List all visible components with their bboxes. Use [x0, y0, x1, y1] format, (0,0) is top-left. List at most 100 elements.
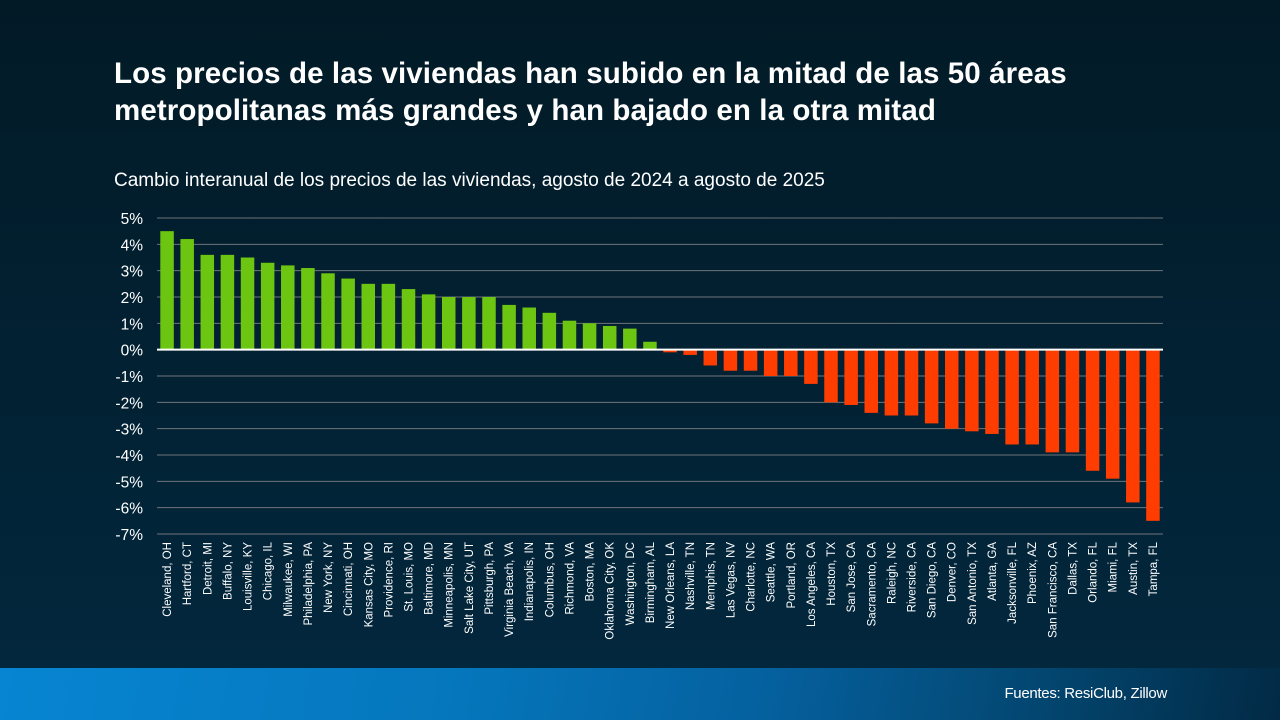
bar-chart: 5% 4% 3% 2% 1% 0% -1% -2% -3% -4% -5% -6% -7% Clevel…: [115, 211, 1163, 638]
bar: [985, 349, 999, 434]
y-tick-label: -3%: [115, 422, 143, 439]
bar: [482, 297, 496, 350]
bar: [643, 341, 657, 350]
x-tick-label: Orlando, FL: [1088, 541, 1100, 602]
bar: [904, 349, 919, 416]
bar: [421, 294, 436, 350]
x-tick-label: Houston, TX: [826, 542, 838, 606]
bar: [180, 239, 194, 350]
x-tick-label: Boston, MA: [585, 542, 597, 602]
bar: [1126, 349, 1140, 503]
x-tick-label: Richmond, VA: [564, 542, 576, 615]
bar: [462, 297, 476, 350]
bar: [965, 349, 979, 432]
y-tick-label: -1%: [115, 369, 143, 386]
bar: [1146, 349, 1160, 521]
x-tick-label: Columbus, OH: [544, 542, 556, 617]
bar: [220, 254, 235, 350]
bar: [824, 349, 838, 403]
bar: [944, 349, 959, 429]
y-tick-label: 4%: [121, 237, 144, 254]
bar: [542, 312, 557, 350]
bar: [401, 289, 416, 350]
y-tick-label: -4%: [115, 448, 143, 465]
x-tick-label: Portland, OR: [786, 542, 798, 608]
bar: [864, 349, 879, 413]
x-tick-label: Atlanta, GA: [987, 542, 999, 601]
bar: [441, 297, 456, 350]
bar: [260, 262, 275, 350]
x-tick-label: San Antonio, TX: [967, 542, 979, 625]
y-tick-label: 3%: [121, 264, 144, 281]
bar: [1025, 349, 1039, 445]
x-tick-label: Cincinnati, OH: [343, 542, 355, 616]
x-tick-label: Sacramento, CA: [866, 542, 878, 627]
x-tick-label: Indianapolis, IN: [524, 542, 536, 621]
source-note: Fuentes: ResiClub, Zillow: [1004, 685, 1167, 702]
bar: [562, 320, 577, 350]
x-tick-label: Seattle, WA: [766, 542, 778, 603]
bar: [1045, 349, 1060, 453]
x-tick-label: San Jose, CA: [846, 542, 858, 613]
bar: [784, 349, 798, 376]
bar: [301, 268, 315, 350]
bar: [623, 328, 637, 350]
x-tick-label: San Francisco, CA: [1047, 542, 1059, 638]
x-tick-label: Baltimore, MD: [424, 542, 436, 615]
bar: [522, 307, 536, 350]
y-tick-label: -2%: [115, 395, 143, 412]
bar: [200, 254, 215, 350]
x-tick-label: Chicago, IL: [263, 541, 275, 600]
bar: [240, 257, 255, 350]
bar: [1005, 349, 1019, 445]
x-tick-label: Minneapolis, MN: [444, 542, 456, 628]
bars: [160, 231, 1160, 521]
x-tick-label: Dallas, TX: [1067, 542, 1079, 595]
y-tick-label: 1%: [121, 316, 144, 333]
bar: [844, 349, 858, 405]
bar: [582, 323, 597, 350]
bar: [502, 304, 516, 350]
bar: [723, 349, 738, 371]
footer-band: Fuentes: ResiClub, Zillow: [0, 668, 1280, 720]
x-tick-label: Los Angeles, CA: [806, 542, 818, 627]
x-tick-label: Birmingham, AL: [645, 541, 657, 623]
x-tick-label: Raleigh, NC: [886, 542, 898, 604]
bar: [321, 273, 335, 350]
x-tick-label: Pittsburgh, PA: [484, 542, 496, 615]
x-tick-label: Tampa, FL: [1148, 541, 1160, 596]
bar: [1105, 349, 1120, 479]
bar: [703, 349, 718, 366]
x-tick-label: Milwaukee, WI: [283, 542, 295, 617]
x-tick-label: Virginia Beach, VA: [504, 542, 516, 637]
y-tick-label: 2%: [121, 290, 144, 307]
x-tick-label: Denver, CO: [947, 542, 959, 602]
x-tick-label: Salt Lake City, UT: [464, 542, 476, 634]
x-tick-label: Detroit, MI: [202, 542, 214, 595]
bar: [884, 349, 899, 416]
x-tick-label: Louisville, KY: [243, 542, 255, 611]
x-tick-label: San Diego, CA: [927, 542, 939, 618]
bar: [1065, 349, 1080, 453]
bar: [924, 349, 939, 424]
chart-title: Los precios de las viviendas han subido …: [114, 57, 1067, 127]
x-tick-label: Charlotte, NC: [746, 542, 758, 612]
bar: [663, 349, 677, 353]
bar: [281, 265, 295, 350]
bar: [804, 349, 818, 384]
x-tick-label: Riverside, CA: [907, 542, 919, 613]
bar: [1085, 349, 1100, 471]
x-tick-label: Kansas City, MO: [363, 542, 375, 627]
bar: [743, 349, 758, 371]
x-tick-label: Philadelphia, PA: [303, 542, 315, 626]
x-tick-label: St. Louis, MO: [404, 542, 416, 612]
x-tick-label: Jacksonville, FL: [1007, 541, 1019, 623]
y-tick-label: -7%: [115, 527, 143, 544]
x-tick-label: Providence, RI: [383, 542, 395, 617]
bar: [602, 325, 617, 350]
bar: [341, 278, 355, 350]
x-tick-label: Nashville, TN: [685, 542, 697, 610]
x-tick-label: Washington, DC: [625, 542, 637, 625]
y-tick-label: 5%: [121, 211, 144, 228]
x-tick-label: Buffalo, NY: [222, 542, 234, 600]
